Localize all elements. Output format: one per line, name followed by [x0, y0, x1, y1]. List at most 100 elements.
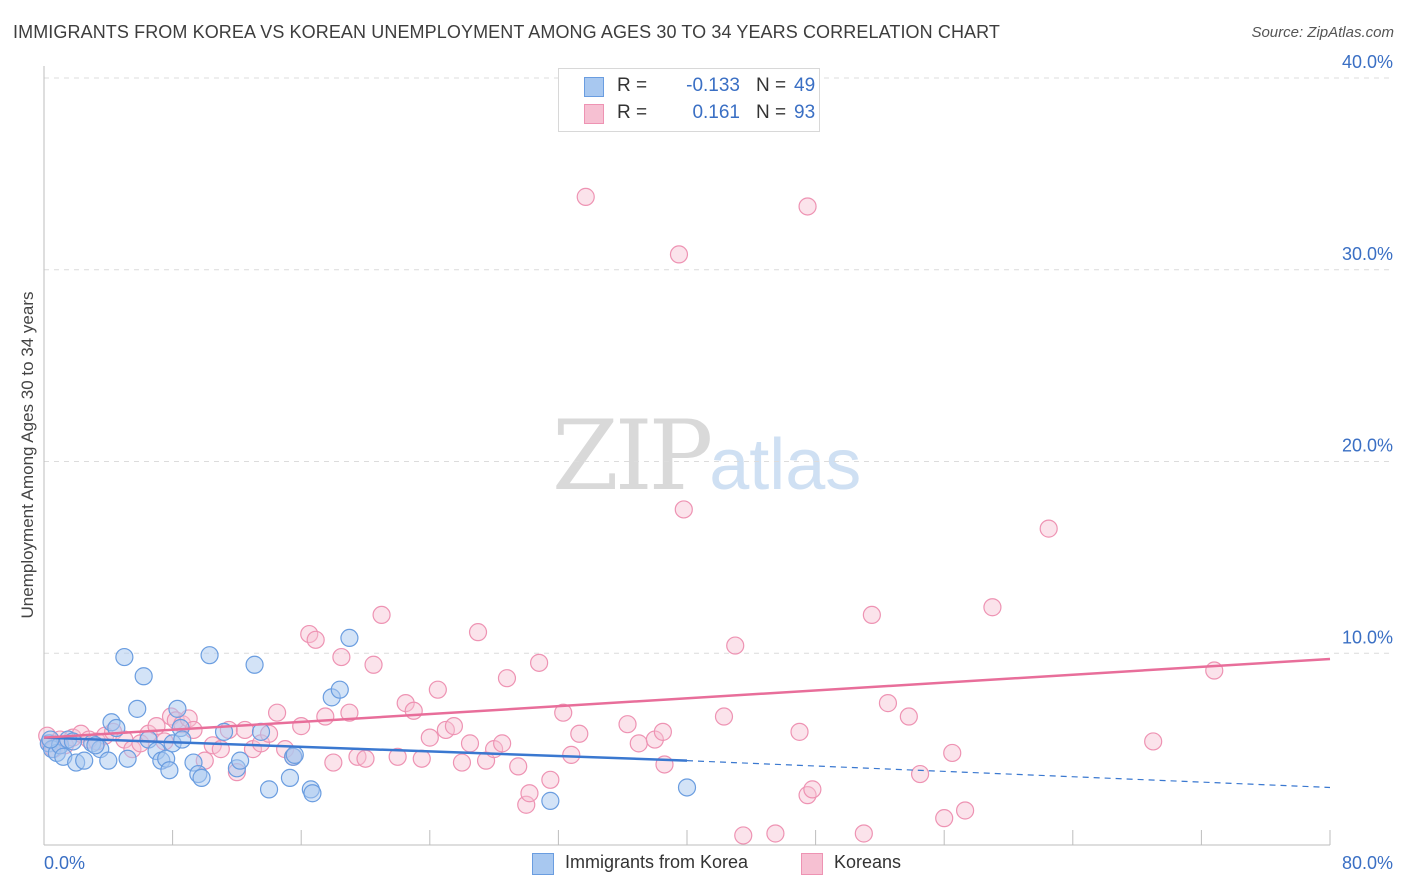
axes [43, 66, 1331, 846]
data-point-immigrant [99, 751, 118, 770]
source-label: Source: ZipAtlas.com [1251, 24, 1394, 41]
data-point-immigrant [160, 761, 179, 780]
trend-line-koreans [43, 657, 1331, 739]
data-point-immigrant [173, 730, 192, 749]
legend-label-koreans: Koreans [834, 852, 902, 872]
data-point-immigrant [128, 699, 147, 718]
data-point-korean [674, 500, 693, 519]
data-point-korean [734, 826, 753, 845]
data-point-korean [292, 717, 311, 736]
data-point-immigrant [245, 655, 264, 674]
data-point-korean [798, 197, 817, 216]
y-tick-label: 20.0% [1342, 436, 1393, 456]
data-point-immigrant [115, 647, 134, 667]
data-point-korean [372, 605, 391, 625]
y-tick-label: 30.0% [1342, 244, 1393, 264]
data-point-immigrant [134, 667, 153, 686]
data-point-korean [554, 703, 573, 722]
data-point-korean [766, 824, 785, 843]
legend-r-value: 0.161 [692, 102, 740, 123]
data-point-korean [943, 743, 962, 763]
data-point-korean [803, 780, 822, 799]
data-point-korean [460, 734, 480, 753]
data-point-immigrant [280, 768, 300, 787]
data-point-korean [570, 724, 589, 743]
data-point-immigrant [41, 730, 60, 749]
data-point-immigrant [75, 751, 94, 770]
data-point-korean [1039, 519, 1058, 538]
legend-n-value: 93 [794, 102, 816, 123]
data-point-immigrant [340, 628, 359, 648]
data-point-immigrant [285, 745, 304, 764]
data-point-korean [404, 701, 423, 720]
data-point-korean [726, 636, 745, 655]
legend-r-value: -0.133 [686, 75, 740, 96]
data-point-korean [340, 703, 359, 722]
data-point-korean [955, 801, 975, 820]
data-point-korean [714, 707, 734, 726]
legend-n-value: 49 [794, 75, 816, 96]
data-point-korean [618, 715, 637, 734]
legend-n-label: N = [756, 75, 787, 96]
data-point-korean [935, 809, 954, 828]
data-point-korean [983, 598, 1002, 617]
series-koreans [38, 187, 1224, 845]
data-point-immigrant [231, 751, 250, 770]
gridlines [44, 77, 1392, 654]
legend-swatch-pink [584, 104, 604, 124]
data-point-immigrant [677, 778, 697, 797]
data-point-immigrant [541, 791, 560, 810]
watermark-atlas: atlas [709, 425, 862, 505]
data-point-korean [798, 786, 817, 805]
data-point-korean [468, 623, 488, 642]
data-point-korean [854, 824, 873, 843]
data-point-immigrant [192, 768, 211, 787]
data-point-korean [412, 749, 431, 768]
legend-r-label: R = [617, 75, 648, 96]
data-point-korean [790, 722, 809, 741]
data-point-korean [520, 784, 539, 803]
data-point-korean [452, 753, 472, 772]
data-point-immigrant [303, 784, 322, 803]
data-point-korean [541, 770, 560, 789]
data-point-korean [497, 669, 517, 688]
data-point-korean [356, 749, 375, 768]
data-point-korean [364, 655, 383, 674]
data-point-korean [562, 745, 581, 764]
data-point-korean [653, 722, 672, 741]
correlation-legend: R = -0.133 N = 49 R = 0.161 N = 93 [558, 68, 820, 132]
watermark-zip: ZIP [552, 400, 713, 512]
data-point-immigrant [168, 699, 187, 718]
data-point-korean [1144, 732, 1163, 751]
data-point-korean [629, 734, 648, 753]
y-tick-label: 40.0% [1342, 52, 1393, 72]
data-point-korean [324, 753, 343, 772]
legend-swatch-blue [584, 77, 604, 97]
chart-title: IMMIGRANTS FROM KOREA VS KOREAN UNEMPLOY… [13, 22, 1001, 42]
legend-n-label: N = [756, 102, 787, 123]
data-point-immigrant [330, 680, 349, 699]
data-point-korean [306, 630, 325, 649]
data-point-korean [862, 605, 881, 625]
data-point-korean [576, 187, 595, 206]
data-point-korean [878, 694, 898, 713]
data-point-korean [493, 734, 512, 753]
legend-swatch-pink [801, 853, 823, 875]
data-point-immigrant [118, 749, 137, 768]
data-point-immigrant [259, 780, 279, 799]
data-point-korean [420, 728, 439, 747]
trend-lines [43, 657, 1331, 789]
data-point-korean [332, 647, 351, 667]
data-point-korean [517, 795, 536, 814]
x-tick-label: 80.0% [1342, 853, 1393, 873]
data-point-korean [267, 703, 287, 722]
series-immigrants-from-korea [39, 628, 697, 810]
data-point-korean [444, 717, 464, 736]
data-point-korean [899, 707, 918, 726]
trend-line-immigrants-extrapolated [686, 760, 1331, 789]
data-point-korean [910, 764, 930, 784]
y-tick-label: 10.0% [1342, 627, 1393, 647]
watermark: ZIPatlas [552, 400, 861, 512]
legend-label-immigrants: Immigrants from Korea [565, 852, 749, 872]
